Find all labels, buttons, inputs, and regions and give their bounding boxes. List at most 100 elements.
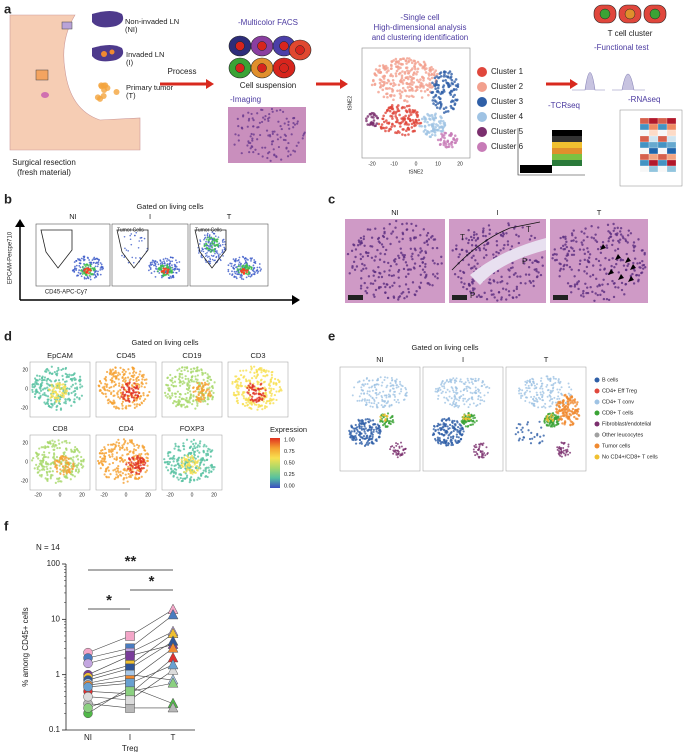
- cell-dot: [369, 434, 372, 437]
- cell-dot: [451, 249, 454, 252]
- cell-dot: [74, 382, 77, 385]
- cell-dot: [65, 447, 68, 450]
- cell-dot: [140, 385, 143, 388]
- cell-dot: [354, 442, 358, 445]
- cell-dot: [400, 384, 403, 387]
- cell-dot: [123, 394, 126, 397]
- cell-dot: [169, 373, 172, 377]
- cell-dot: [111, 443, 114, 446]
- cell-dot: [617, 286, 620, 289]
- cell-dot: [375, 388, 378, 391]
- cell-dot: [412, 81, 416, 84]
- cell-dot: [407, 95, 411, 98]
- cell-dot: [480, 295, 483, 299]
- cell-dot: [252, 125, 255, 128]
- cell-dot: [501, 287, 505, 290]
- cell-dot: [38, 396, 41, 399]
- plot-title: NI: [69, 212, 77, 221]
- cell-dot: [183, 471, 186, 474]
- cell-dot: [380, 384, 383, 387]
- cell-dot: [366, 436, 369, 439]
- cell-dot: [121, 391, 125, 394]
- cell-dot: [539, 273, 543, 277]
- cell-dot: [191, 457, 195, 460]
- cell-dot: [190, 454, 194, 457]
- cell-dot: [366, 390, 369, 393]
- cell-dot: [399, 247, 402, 250]
- cell-dot: [421, 268, 425, 271]
- cell-dot: [245, 261, 247, 264]
- cell-dot: [385, 81, 389, 85]
- cell-dot: [38, 375, 41, 378]
- cell-dot: [242, 391, 245, 394]
- cell-dot: [519, 281, 523, 285]
- cell-dot: [397, 62, 400, 65]
- cell-dot: [586, 247, 589, 250]
- cell-dot: [402, 448, 405, 451]
- cell-dot: [503, 243, 506, 247]
- cell-dot: [401, 86, 405, 90]
- cell-dot: [252, 264, 255, 267]
- cell-dot: [158, 268, 161, 271]
- cell-dot: [378, 258, 382, 261]
- cell-dot: [115, 375, 118, 378]
- cell-dot: [183, 366, 187, 369]
- cell-dot: [130, 392, 133, 395]
- cell-dot: [191, 447, 195, 450]
- cell-dot: [221, 240, 224, 242]
- cell-dot: [259, 393, 263, 396]
- cell-dot: [431, 246, 434, 250]
- cell-dot: [127, 388, 130, 391]
- cell-dot: [50, 399, 53, 402]
- cell-dot: [405, 228, 409, 231]
- cell-dot: [59, 472, 62, 476]
- cell-dot: [507, 223, 511, 227]
- cell-dot: [203, 381, 207, 384]
- cell-dot: [387, 421, 390, 425]
- cell-dot: [400, 74, 404, 78]
- cell-dot: [232, 391, 236, 394]
- cell-dot: [193, 471, 197, 474]
- cell-dot: [162, 269, 165, 272]
- cell-dot: [363, 425, 366, 428]
- cell-dot: [163, 458, 166, 461]
- cell-dot: [442, 111, 446, 114]
- cell-dot: [43, 401, 46, 404]
- cell-dot: [420, 117, 424, 121]
- cell-dot: [182, 462, 185, 465]
- cell-dot: [435, 80, 438, 83]
- cell-dot: [140, 236, 143, 239]
- cell-dot: [436, 262, 440, 266]
- cell-dot: [403, 133, 407, 137]
- cell-dot: [87, 272, 90, 275]
- cell-dot: [241, 115, 245, 118]
- cell-dot: [94, 271, 96, 274]
- cell-dot: [279, 125, 282, 128]
- cell-dot: [293, 150, 297, 153]
- cell-dot: [75, 267, 78, 270]
- cell-dot: [372, 119, 376, 122]
- cell-dot: [616, 226, 619, 230]
- cell-dot: [388, 405, 391, 408]
- cell-dot: [209, 455, 212, 458]
- cell-dot: [493, 296, 496, 299]
- cell-dot: [385, 119, 388, 122]
- cell-dot: [50, 406, 53, 409]
- cell-dot: [121, 404, 124, 407]
- cell-dot: [444, 106, 448, 109]
- cell-dot: [382, 114, 385, 118]
- cell-dot: [568, 265, 572, 269]
- cell-dot: [202, 398, 206, 401]
- cell-dot: [288, 127, 291, 130]
- cell-dot: [572, 253, 576, 256]
- cell-dot: [79, 273, 82, 275]
- cell-dot: [87, 267, 90, 270]
- cell-dot: [411, 118, 415, 122]
- cell-dot: [235, 259, 237, 262]
- cell-dot: [371, 437, 374, 440]
- cell-dot: [623, 293, 626, 296]
- cell-dot: [378, 436, 381, 439]
- cell-dot: [279, 108, 282, 112]
- cell-dot: [242, 395, 245, 398]
- tick-label: -20: [34, 492, 41, 498]
